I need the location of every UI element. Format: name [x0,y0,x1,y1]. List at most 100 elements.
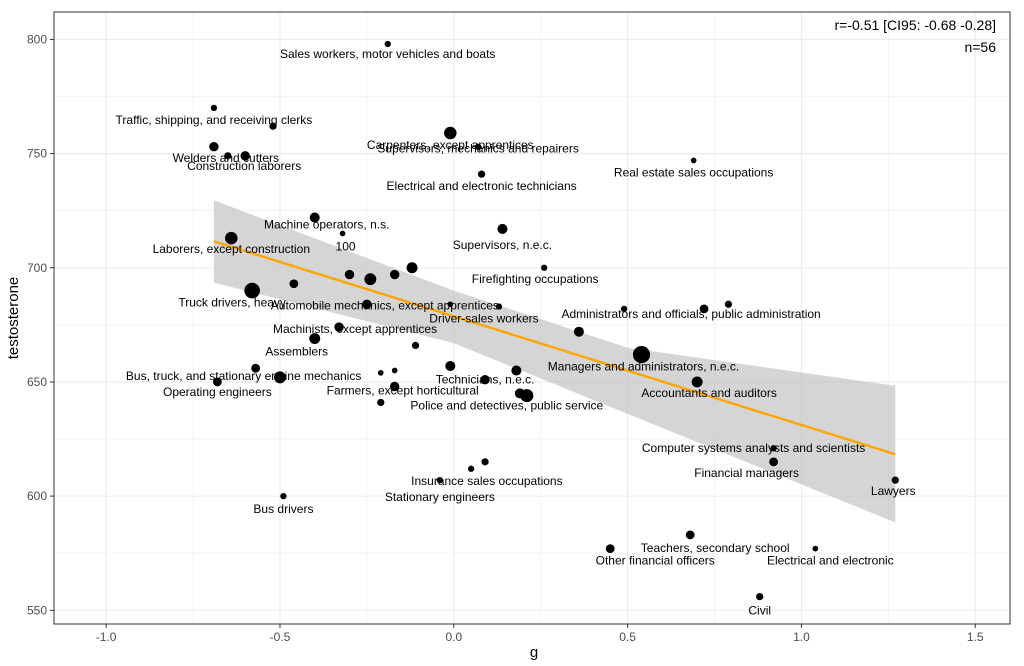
point-label: Electrical and electronic [767,554,894,568]
data-point [481,458,489,466]
point-label: Driver-sales workers [429,312,538,326]
x-tick-label: 1.0 [793,630,810,644]
data-point [225,231,238,245]
data-point [480,374,490,385]
point-label: Lawyers [871,484,916,498]
axis-ticks: -1.0 -0.5 0.0 0.5 1.0 1.5 550 600 650 700 750 800 [27,32,984,644]
data-point [224,152,232,160]
fit-line-path [213,240,896,456]
point-label: Machine operators, n.s. [264,218,389,232]
point-label: Construction laborers [187,159,301,173]
data-point [541,264,548,271]
data-point [212,377,222,387]
data-point [364,273,377,286]
data-point [497,223,508,234]
data-points [209,40,899,601]
point-label: Machinists, except apprentices [273,322,437,336]
point-label: Carpenters, except apprentices [367,138,534,152]
data-point [391,367,398,374]
point-label: Financial managers [694,466,799,480]
data-point [632,345,651,364]
x-axis-title: g [530,644,538,661]
x-tick-label: -1.0 [96,630,117,644]
data-point [690,157,697,164]
point-label: Electrical and electronic technicians [387,179,577,193]
data-point [436,476,444,484]
data-point [468,465,475,472]
point-label: Other financial officers [596,554,715,568]
point-label: Administrators and officials, public adm… [562,307,821,321]
data-point [620,305,628,313]
data-point [251,363,261,373]
point-label: Accountants and auditors [641,386,776,400]
x-tick-label: 1.5 [967,630,984,644]
data-point [406,262,418,274]
data-point [289,279,299,289]
y-axis-title: testosterone [5,277,22,360]
data-point [812,545,819,552]
data-point [389,269,400,280]
point-label: Computer systems analysts and scientists [642,441,865,455]
data-point [447,301,454,308]
data-point [691,376,703,388]
point-label: Traffic, shipping, and receiving clerks [116,113,313,127]
point-label: Operating engineers [163,385,272,399]
data-point [209,142,219,152]
fit-line [213,240,896,456]
ci-band-area [213,200,896,523]
point-label: Civil [748,604,771,618]
data-point [280,492,287,500]
data-point [384,40,391,48]
point-label: Farmers, except horticultural [327,384,479,398]
point-label: Truck drivers, heavy [178,296,286,310]
point-label: Assemblers [265,345,328,359]
y-tick-label: 550 [27,603,47,617]
data-point [685,530,695,540]
y-tick-label: 750 [27,147,47,161]
data-point [377,398,385,407]
data-point [244,282,260,299]
data-point [210,104,218,112]
y-tick-label: 600 [27,489,47,503]
point-label: Technicians, n.e.c. [436,373,535,387]
data-point [444,126,457,140]
data-point [377,369,384,376]
data-point [474,143,482,150]
point-label: Firefighting occupations [472,272,599,286]
data-point [274,371,286,384]
point-label: Real estate sales occupations [614,165,773,179]
data-point [344,269,355,280]
point-label: Laborers, except construction [153,242,310,256]
point-label: Bus, truck, and stationary engine mechan… [126,369,361,383]
data-point [770,445,777,452]
x-tick-label: 0.0 [445,630,462,644]
data-point [334,322,344,332]
data-point [339,230,346,237]
data-point [724,300,733,308]
point-label: Teachers, secondary school [641,541,790,555]
data-point [511,365,522,376]
data-point [605,544,615,554]
data-point [362,299,372,309]
point-label: Welders and cutters [173,151,280,165]
y-tick-label: 650 [27,375,47,389]
n-annotation: n=56 [964,39,996,55]
point-label: Bus drivers [253,502,313,516]
point-label: Supervisors, n.e.c. [453,238,552,252]
data-point [756,592,764,601]
data-point [240,151,250,161]
point-label: Stationary engineers [385,490,495,504]
data-point [389,381,400,392]
point-label: Sales workers, motor vehicles and boats [280,47,495,61]
point-label: Police and detectives, public service [410,399,603,413]
data-point [699,304,709,314]
data-point [445,360,456,371]
x-tick-label: 0.5 [619,630,636,644]
point-label: Insurance sales occupations [411,474,562,488]
data-point [495,303,503,310]
y-tick-label: 800 [27,32,47,46]
data-point [411,341,420,350]
data-point [520,389,534,403]
correlation-annotation: r=-0.51 [CI95: -0.68 -0.28] [835,17,996,33]
